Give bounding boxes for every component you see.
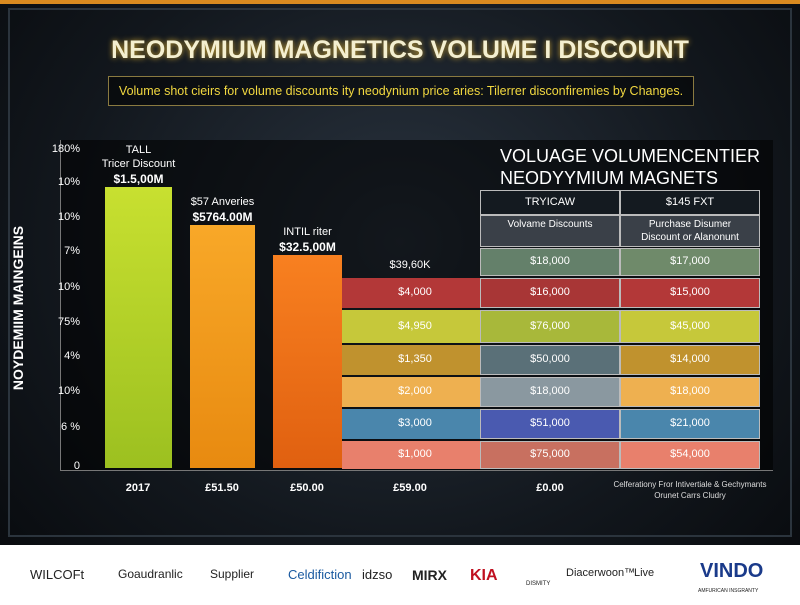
bar-label: $1.5,00M <box>113 172 164 186</box>
bar-label: TALL <box>125 144 152 156</box>
table-value: $16,000 <box>530 286 570 298</box>
table-cell <box>480 345 620 375</box>
footer-logo: VINDO <box>700 560 764 582</box>
row-band <box>342 310 480 343</box>
row-value: $4,000 <box>398 286 432 298</box>
table-subheader <box>620 215 760 247</box>
footer-logo: Celdifiction <box>288 567 352 582</box>
title: NEODYMIUM MAGNETICS VOLUME I DISCOUNT <box>111 36 689 64</box>
row-band <box>342 278 480 308</box>
bar <box>105 187 172 468</box>
table-value: $50,000 <box>530 353 570 365</box>
frame <box>8 8 792 537</box>
accent <box>0 0 800 4</box>
table-subheader-text: Purchase Disumer Discount or Alanonunt <box>641 219 739 243</box>
table-cell <box>620 377 760 407</box>
extra-label: $39,60K <box>389 259 431 271</box>
footer-logo: WILCOFt <box>30 567 85 582</box>
table-value: $75,000 <box>530 448 570 460</box>
table-cell <box>620 345 760 375</box>
table-cell <box>480 278 620 308</box>
table-value: $18,000 <box>530 385 570 397</box>
footer-logo: KIA <box>470 567 498 584</box>
bar-label: $32.5,00M <box>279 240 336 254</box>
footer-logo: Goaudranlic <box>118 567 183 581</box>
x-label: £50.00 <box>290 482 324 494</box>
bar-label: INTIL riter <box>283 226 332 238</box>
bar-label: $57 Anveries <box>190 196 255 208</box>
footer <box>0 545 800 605</box>
table-value: $51,000 <box>530 417 570 429</box>
note: Orunet Carrs Cludry <box>654 491 726 500</box>
table-value: $76,000 <box>530 319 570 332</box>
row-value: $1,000 <box>398 448 432 460</box>
table-cell <box>620 441 760 469</box>
table-cell <box>620 278 760 308</box>
bar-label: Tricer Discount <box>101 158 176 170</box>
table-title: NEODYYMIUM MAGNETS <box>500 168 719 188</box>
row-band <box>342 409 480 439</box>
row-band <box>342 345 480 375</box>
y-tick-label: 0 <box>73 460 80 472</box>
y-tick-label: 10% <box>57 281 80 293</box>
x-label: £51.50 <box>205 482 239 494</box>
footer-logo: DISMITY <box>526 581 551 587</box>
table-cell <box>620 248 760 276</box>
table-cell <box>480 409 620 439</box>
subtitle: Volume shot cieirs for volume discounts … <box>108 76 694 106</box>
y-tick-label: 180% <box>51 143 80 155</box>
footer-logo: MIRX <box>412 567 447 583</box>
table-cell <box>620 310 760 343</box>
table-value: $18,000 <box>530 255 570 267</box>
x-label: 2017 <box>125 482 151 494</box>
y-tick-label: 4% <box>64 350 80 362</box>
table-header-text: TRYICAW <box>524 196 576 208</box>
y-tick-label: 10% <box>57 385 80 397</box>
table-subheader-text: Volvame Discounts <box>507 219 593 230</box>
x-label: £0.00 <box>536 482 564 494</box>
y-tick-label: 75% <box>57 316 80 328</box>
table-header-text: $145 FXT <box>665 196 715 208</box>
table-header <box>480 190 620 215</box>
row-value: $4,950 <box>398 319 432 332</box>
footer-logo: AMFURICAN INSGRANTY <box>698 588 759 594</box>
table-value: $18,000 <box>670 385 710 397</box>
row-value: $2,000 <box>398 385 432 397</box>
row-value: $3,000 <box>398 417 432 429</box>
table-value: $45,000 <box>670 319 710 332</box>
table-header <box>620 190 760 215</box>
y-tick-label: 6 % <box>61 421 80 433</box>
table-value: $54,000 <box>670 448 710 460</box>
y-tick-label: 10% <box>57 211 80 223</box>
y-tick-label: 7% <box>64 245 80 257</box>
note: Celferationy Fror Intivertiale & Gechyma… <box>613 480 767 489</box>
row-band <box>342 377 480 407</box>
footer-logo: Diacerwoon™ <box>566 567 636 579</box>
footer-logo: Live <box>634 567 655 579</box>
bar-label: $5764.00M <box>192 210 253 224</box>
footer-logo: idzso <box>362 567 393 582</box>
table-cell <box>480 377 620 407</box>
x-label: £59.00 <box>393 482 427 494</box>
row-value: $1,350 <box>398 353 432 365</box>
table-cell <box>480 441 620 469</box>
table-value: $14,000 <box>670 353 710 365</box>
table-value: $17,000 <box>670 255 710 267</box>
bar <box>190 225 255 468</box>
table-title: VOLUAGE VOLUMENCENTIER <box>500 146 761 166</box>
table-cell <box>480 310 620 343</box>
table-subheader <box>480 215 620 247</box>
table-value: $15,000 <box>670 286 710 298</box>
footer-logo: Supplier <box>210 567 255 581</box>
table-cell <box>480 248 620 276</box>
row-band <box>342 441 480 469</box>
y-tick-label: 10% <box>57 176 80 188</box>
table-cell <box>620 409 760 439</box>
bar <box>273 255 342 468</box>
table-value: $21,000 <box>670 417 710 429</box>
